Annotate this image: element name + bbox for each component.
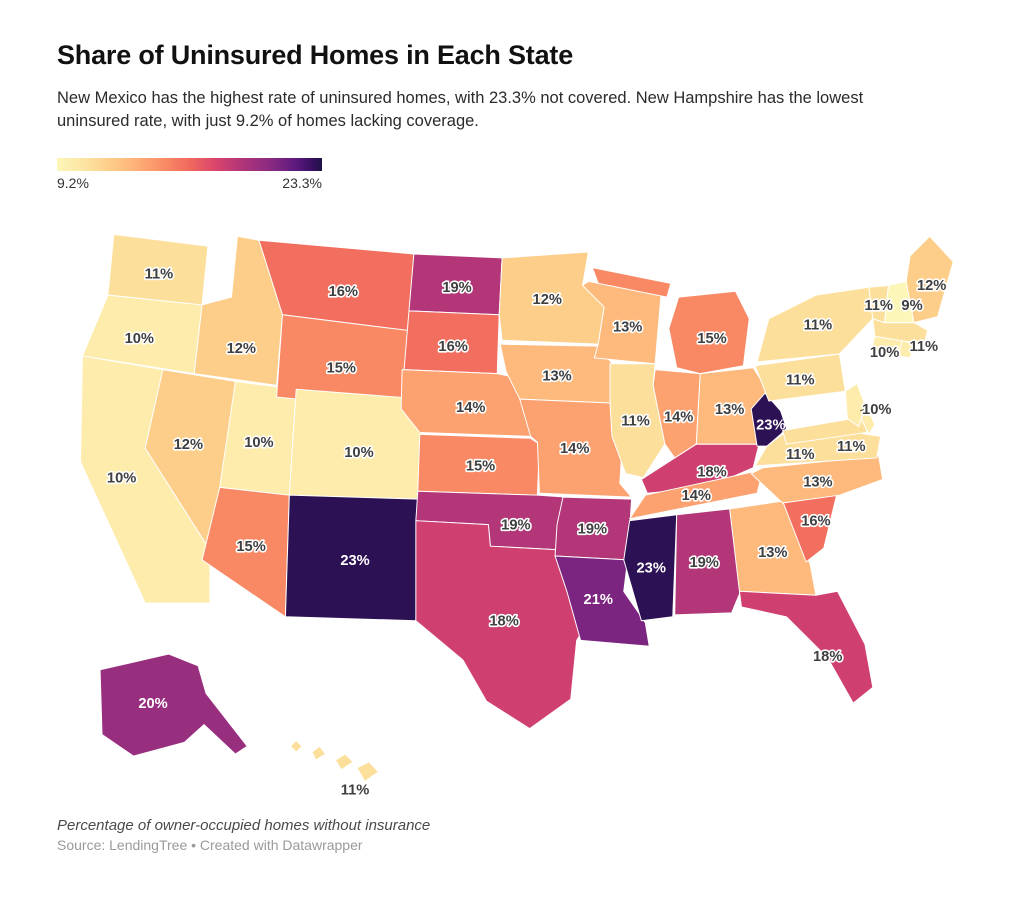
state-label-la: 21% — [584, 592, 613, 608]
legend-gradient-bar — [57, 157, 322, 171]
state-label-ny: 11% — [804, 317, 833, 333]
nj-label-pointer — [859, 407, 869, 412]
state-hi[interactable] — [289, 739, 303, 753]
state-label-hi: 11% — [341, 782, 370, 798]
state-label-mn: 12% — [533, 292, 562, 308]
state-label-nv: 12% — [174, 437, 203, 453]
state-wi[interactable] — [582, 280, 662, 365]
state-label-ok: 19% — [501, 517, 530, 533]
state-label-oh: 13% — [715, 402, 744, 418]
state-me[interactable] — [905, 235, 954, 323]
state-label-az: 15% — [236, 539, 265, 555]
state-ms[interactable] — [623, 514, 678, 622]
state-label-va: 11% — [786, 447, 815, 463]
legend-max-label: 23.3% — [282, 174, 322, 191]
chart-subtitle: New Mexico has the highest rate of unins… — [57, 89, 864, 131]
chart-note: Percentage of owner-occupied homes witho… — [57, 816, 431, 834]
state-label-ca: 10% — [107, 470, 136, 486]
state-label-id: 12% — [227, 341, 256, 357]
state-label-nm: 23% — [340, 553, 369, 569]
state-label-md: 11% — [837, 439, 866, 455]
state-label-ar: 19% — [578, 521, 607, 537]
color-legend: 9.2% 23.3% — [57, 157, 984, 191]
state-label-ky: 18% — [697, 464, 726, 480]
state-label-ga: 13% — [758, 545, 787, 561]
state-mi[interactable] — [668, 290, 750, 374]
state-label-wa: 11% — [145, 266, 174, 282]
state-label-mi: 15% — [697, 331, 726, 347]
state-hi-part[interactable] — [311, 745, 327, 761]
state-label-ia: 13% — [542, 368, 571, 384]
state-label-nj: 10% — [862, 402, 891, 418]
state-hi-part[interactable] — [356, 761, 380, 782]
state-label-vt: 11% — [864, 298, 893, 314]
state-hi-part[interactable] — [334, 753, 354, 771]
state-wv[interactable] — [750, 392, 788, 447]
state-label-ct: 10% — [870, 345, 899, 361]
state-al[interactable] — [674, 508, 742, 616]
state-label-ma: 11% — [910, 339, 939, 355]
state-nc[interactable] — [750, 455, 884, 504]
state-label-nc: 13% — [803, 474, 832, 490]
state-label-sc: 16% — [801, 513, 830, 529]
state-label-mo: 14% — [560, 441, 589, 457]
legend-labels: 9.2% 23.3% — [57, 175, 322, 191]
state-label-me: 12% — [917, 278, 946, 294]
state-label-ne: 14% — [456, 400, 485, 416]
state-ga[interactable] — [729, 500, 817, 596]
state-label-ak: 20% — [138, 696, 167, 712]
chart-title: Share of Uninsured Homes in Each State — [57, 40, 574, 70]
chart-source: Source: LendingTree • Created with Dataw… — [57, 836, 363, 853]
state-label-wv: 23% — [756, 417, 785, 433]
state-label-nh: 9% — [901, 298, 922, 314]
state-fl[interactable] — [738, 590, 874, 704]
state-label-mt: 16% — [329, 284, 358, 300]
state-label-tx: 18% — [489, 613, 518, 629]
state-label-ks: 15% — [466, 459, 495, 475]
state-label-sd: 16% — [438, 339, 467, 355]
state-label-tn: 14% — [682, 488, 711, 504]
state-label-nd: 19% — [442, 280, 471, 296]
state-tn[interactable] — [629, 469, 764, 520]
state-label-al: 19% — [689, 555, 718, 571]
state-label-co: 10% — [344, 445, 373, 461]
state-label-wy: 15% — [327, 360, 356, 376]
state-md[interactable] — [782, 416, 868, 445]
us-map-svg: 11% 10% 10% 12% 12% 10% 16% 15% 10% 15% 23% 19% 16% 1… — [79, 233, 954, 800]
state-label-pa: 11% — [786, 372, 815, 388]
state-label-ut: 10% — [244, 435, 273, 451]
state-label-or: 10% — [125, 331, 154, 347]
state-label-ms: 23% — [636, 561, 665, 577]
legend-min-label: 9.2% — [57, 174, 89, 191]
state-de[interactable] — [860, 406, 876, 435]
state-mi-part[interactable] — [591, 267, 672, 298]
state-label-fl: 18% — [813, 649, 842, 665]
state-nj[interactable] — [844, 382, 866, 427]
us-choropleth-map: 11% 10% 10% 12% 12% 10% 16% 15% 10% 15% 23% 19% 16% 1… — [43, 201, 984, 809]
state-label-in: 14% — [664, 409, 693, 425]
state-tx[interactable] — [415, 520, 599, 729]
state-ak[interactable] — [99, 653, 248, 757]
state-ri[interactable] — [897, 339, 915, 359]
state-label-wi: 13% — [613, 319, 642, 335]
state-label-il: 11% — [621, 413, 650, 429]
